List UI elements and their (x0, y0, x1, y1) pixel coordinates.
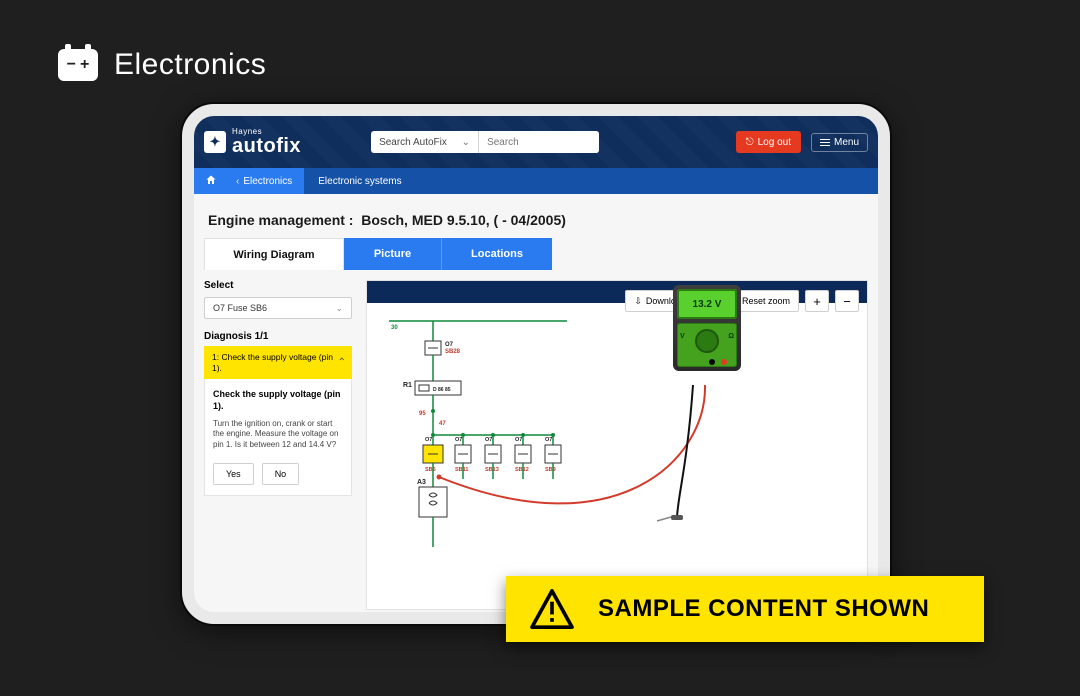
breadcrumb-back-label: Electronics (243, 176, 292, 187)
multimeter-port-red (721, 359, 727, 365)
multimeter-port-black (709, 359, 715, 365)
diagnosis-title: Diagnosis 1/1 (204, 331, 352, 342)
app-header: ✦ Haynes autofix Search AutoFix ⌄ ⎋ Log … (194, 116, 878, 168)
search-scope-label: Search AutoFix (379, 137, 447, 148)
home-icon (205, 174, 217, 189)
svg-text:O7: O7 (455, 437, 462, 443)
banner-text: SAMPLE CONTENT SHOWN (598, 595, 929, 623)
tab-picture[interactable]: Picture (344, 238, 442, 270)
zoom-in-button[interactable]: + (805, 290, 829, 312)
multimeter: 13.2 V V Ω (673, 285, 741, 371)
warning-icon (530, 589, 574, 629)
svg-text:95: 95 (419, 411, 426, 417)
svg-text:SB28: SB28 (445, 349, 461, 355)
search-group: Search AutoFix ⌄ (371, 131, 599, 153)
svg-text:R1: R1 (403, 382, 412, 389)
side-panel: Select O7 Fuse SB6 ⌄ Diagnosis 1/1 1: Ch… (204, 280, 352, 610)
svg-text:SB6: SB6 (425, 467, 436, 473)
logout-label: Log out (758, 137, 791, 148)
diagram-canvas[interactable]: 30O7SB28R1D 86 859547O7SB6O7SB11O7SB13O7… (367, 319, 867, 609)
breadcrumb-back[interactable]: ‹ Electronics (228, 168, 304, 194)
logout-button[interactable]: ⎋ Log out (736, 131, 801, 153)
tablet-frame: ✦ Haynes autofix Search AutoFix ⌄ ⎋ Log … (182, 104, 890, 624)
tab-locations[interactable]: Locations (442, 238, 552, 270)
svg-text:30: 30 (391, 325, 398, 331)
diagnosis-text: Turn the ignition on, crank or start the… (213, 419, 343, 451)
breadcrumb-home[interactable] (194, 168, 228, 194)
svg-text:A3: A3 (417, 479, 426, 486)
diagram-panel: ⇩ Download PDF ⟲ Reset zoom + − 30O7SB28… (366, 280, 868, 610)
sample-banner: SAMPLE CONTENT SHOWN (506, 576, 984, 642)
no-button[interactable]: No (262, 463, 300, 485)
diagnosis-body: Check the supply voltage (pin 1). Turn t… (204, 379, 352, 496)
svg-text:SB12: SB12 (515, 467, 529, 473)
svg-text:O7: O7 (485, 437, 492, 443)
chevron-down-icon: ⌄ (462, 137, 470, 148)
multimeter-dial-icon (695, 329, 719, 353)
menu-label: Menu (834, 137, 859, 148)
component-select[interactable]: O7 Fuse SB6 ⌄ (204, 297, 352, 319)
wiring-diagram: 30O7SB28R1D 86 859547O7SB6O7SB11O7SB13O7… (367, 319, 867, 609)
search-scope-dropdown[interactable]: Search AutoFix ⌄ (371, 131, 479, 153)
battery-icon: −+ (58, 49, 98, 81)
svg-text:47: 47 (439, 421, 446, 427)
page-category: Electronics (114, 48, 266, 82)
svg-text:O7: O7 (515, 437, 522, 443)
svg-text:D 86 85: D 86 85 (433, 387, 451, 393)
brand-bottom: autofix (232, 136, 301, 156)
menu-button[interactable]: Menu (811, 133, 868, 152)
chevron-down-icon: ⌄ (335, 303, 343, 314)
chevron-left-icon: ‹ (236, 176, 239, 187)
yes-button[interactable]: Yes (213, 463, 254, 485)
breadcrumb: ‹ Electronics Electronic systems (194, 168, 878, 194)
brand-mark-icon: ✦ (204, 131, 226, 153)
search-input[interactable] (479, 131, 599, 153)
select-label: Select (204, 280, 352, 291)
brand-logo[interactable]: ✦ Haynes autofix (204, 128, 301, 156)
multimeter-body: V Ω (677, 323, 737, 367)
hamburger-icon (820, 139, 830, 146)
svg-text:O7: O7 (545, 437, 552, 443)
diagnosis-step-header[interactable]: 1: Check the supply voltage (pin 1). ⌃ (204, 346, 352, 379)
tab-wiring-diagram[interactable]: Wiring Diagram (204, 238, 344, 270)
svg-text:O7: O7 (445, 342, 454, 348)
download-icon: ⇩ (634, 296, 642, 307)
page-dots (182, 378, 188, 456)
svg-text:SB11: SB11 (455, 467, 468, 473)
svg-text:O7: O7 (425, 437, 432, 443)
zoom-out-button[interactable]: − (835, 290, 859, 312)
page-header: −+ Electronics (58, 48, 266, 82)
subject-title: Engine management : Bosch, MED 9.5.10, (… (208, 212, 868, 228)
diagram-toolbar: ⇩ Download PDF ⟲ Reset zoom + − (625, 290, 859, 312)
diagnosis-step-label: 1: Check the supply voltage (pin 1). (212, 352, 333, 373)
component-select-value: O7 Fuse SB6 (213, 303, 267, 313)
tabs: Wiring Diagram Picture Locations (204, 238, 868, 270)
diagnosis-heading: Check the supply voltage (pin 1). (213, 389, 343, 412)
svg-text:SB13: SB13 (485, 467, 499, 473)
chevron-up-icon: ⌃ (338, 356, 346, 369)
svg-text:SB9: SB9 (545, 467, 556, 473)
breadcrumb-current: Electronic systems (304, 176, 415, 187)
logout-icon: ⎋ (746, 137, 754, 148)
multimeter-screen: 13.2 V (677, 289, 737, 319)
